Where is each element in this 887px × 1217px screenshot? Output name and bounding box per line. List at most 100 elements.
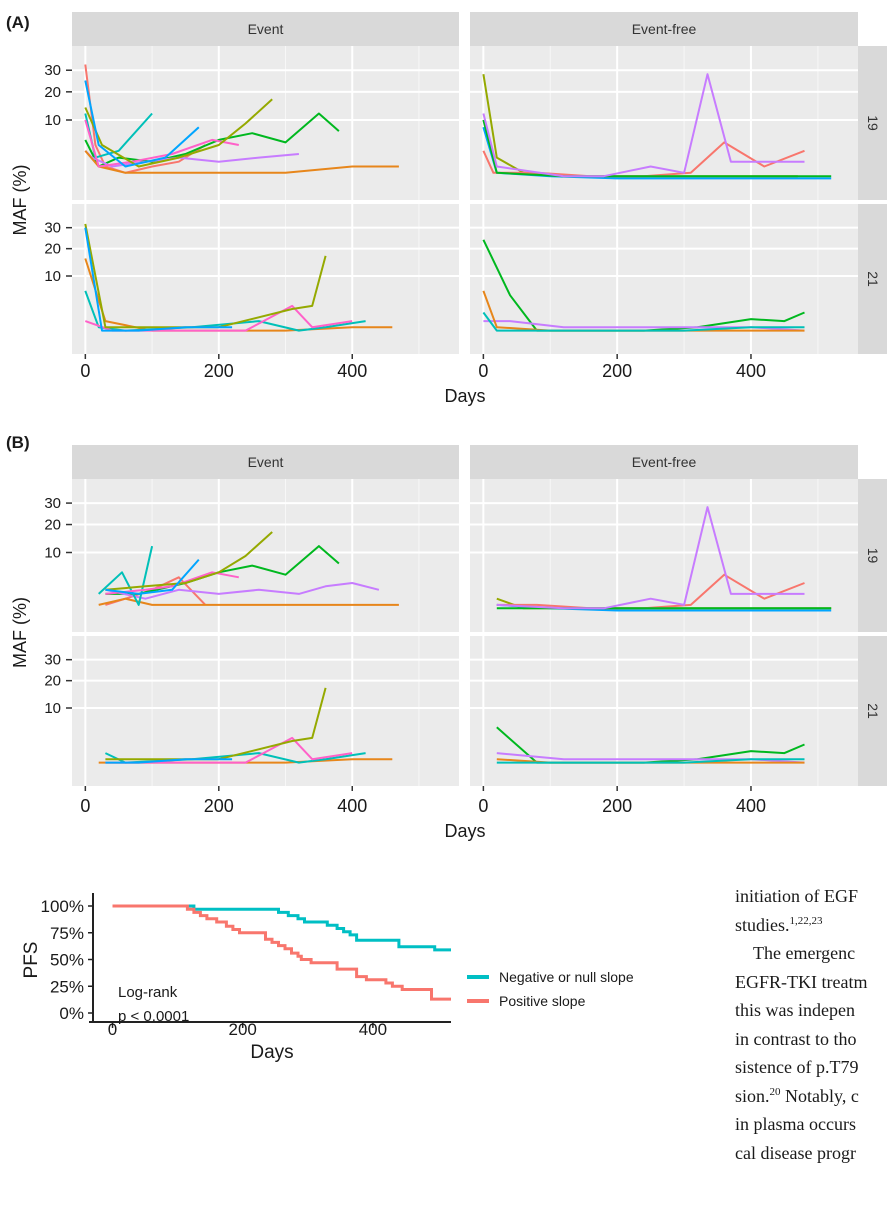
body-line: in contrast to tho (735, 1028, 857, 1049)
citation-refs: 1,22,23 (789, 914, 823, 927)
x-tick-label: 0 (80, 361, 90, 381)
y-tick-label: 20 (44, 673, 61, 690)
panel-label: (B) (6, 433, 30, 452)
body-line-text: studies. (735, 914, 790, 935)
x-tick-label: 200 (204, 796, 234, 816)
x-tick-label: 400 (337, 361, 367, 381)
series-line (98, 597, 399, 606)
x-tick-label: 0 (478, 361, 488, 381)
x-tick-label: 400 (337, 796, 367, 816)
panel-background (72, 46, 459, 200)
km-curve (112, 904, 451, 952)
panel-background (72, 204, 459, 354)
x-tick-label: 400 (359, 1020, 387, 1039)
series-line (105, 571, 239, 595)
y-tick-label: 30 (44, 495, 61, 512)
panel-background (72, 636, 459, 786)
facet-row-label: 21 (865, 703, 881, 719)
series-line (496, 506, 805, 610)
km-plot: 0% 25% 50% 75% 100% 0 200 400 Days PFS Log-rank p <… (21, 893, 634, 1063)
facet-strip (72, 445, 459, 479)
y-tick-label: 0% (59, 1004, 84, 1023)
series-line (105, 531, 273, 591)
citation-refs: 20 (769, 1085, 781, 1098)
facet-strip-label: Event (248, 21, 284, 37)
x-tick-label: 0 (478, 796, 488, 816)
facet-strip-label: Event-free (632, 454, 697, 470)
y-tick-label: 30 (44, 220, 61, 237)
panel-background (72, 479, 459, 632)
facet-strip (470, 12, 858, 46)
facet-plot-b: (B) Event Event-free 19 21 10 20 30 0 200 400 0 200 4… (6, 433, 887, 841)
y-axis-label: MAF (%) (10, 165, 30, 236)
body-line: studies.1,22,23 (735, 911, 887, 940)
y-tick-label: 10 (44, 268, 61, 285)
facet-strip (470, 445, 858, 479)
facet-strip (72, 12, 459, 46)
series-line (482, 73, 805, 178)
legend-label: Positive slope (499, 993, 586, 1009)
body-line-text: Notably, c (780, 1085, 859, 1106)
x-tick-label: 0 (108, 1020, 117, 1039)
series-line (84, 150, 399, 174)
legend-label: Negative or null slope (499, 969, 634, 985)
facet-plot-a: (A) Event Event-free 19 21 10 20 30 0 200 400 0 200 4… (6, 12, 887, 406)
x-tick-label: 0 (80, 796, 90, 816)
series-line (84, 227, 233, 332)
x-tick-label: 200 (229, 1020, 257, 1039)
facet-row-strip (858, 204, 887, 354)
series-line (105, 582, 380, 600)
body-line-text: sion. (735, 1085, 770, 1106)
series-line (84, 112, 340, 168)
body-line: this was indepen (735, 1000, 855, 1020)
x-tick-label: 400 (736, 796, 766, 816)
series-line (496, 758, 805, 764)
body-line: cal disease progr (735, 1142, 856, 1163)
y-tick-label: 50% (50, 951, 84, 970)
body-line: initiation of EGF (735, 886, 858, 906)
facet-row-label: 19 (865, 115, 881, 131)
body-line: The emergenc (753, 943, 856, 963)
y-axis-label: PFS (21, 942, 42, 979)
annotation-text: Log-rank (118, 984, 178, 1001)
facet-row-strip (858, 636, 887, 786)
series-line (105, 758, 233, 764)
series-line (84, 98, 273, 168)
series-line (105, 558, 200, 595)
y-tick-label: 20 (44, 517, 61, 534)
body-line: in plasma occurs (735, 1114, 856, 1134)
x-tick-label: 200 (602, 361, 632, 381)
body-line: sistence of p.T79 (735, 1057, 859, 1077)
facet-row-label: 19 (865, 548, 881, 564)
y-tick-label: 20 (44, 241, 61, 258)
facet-row-strip (858, 46, 887, 200)
y-tick-label: 25% (50, 977, 84, 996)
series-line (105, 736, 353, 764)
x-tick-label: 200 (204, 361, 234, 381)
y-tick-label: 30 (44, 652, 61, 669)
y-tick-label: 100% (41, 897, 84, 916)
series-line (482, 119, 832, 178)
facet-row-label: 21 (865, 271, 881, 287)
y-tick-label: 10 (44, 700, 61, 717)
x-axis-label: Days (444, 386, 485, 406)
body-line: EGFR-TKI treatm (735, 971, 868, 992)
km-curve (112, 904, 451, 1001)
y-tick-label: 10 (44, 112, 61, 129)
panel-label: (A) (6, 13, 30, 32)
y-tick-label: 20 (44, 84, 61, 101)
body-line: sion.20 Notably, c (735, 1082, 887, 1111)
series-line (105, 687, 327, 761)
y-axis-label: MAF (%) (10, 597, 30, 668)
x-axis-label: Days (250, 1042, 293, 1063)
series-line (482, 311, 805, 332)
x-tick-label: 400 (736, 361, 766, 381)
facet-strip-label: Event-free (632, 21, 697, 37)
facet-strip-label: Event (248, 454, 284, 470)
body-text: initiation of EGF studies.1,22,23 The em… (735, 882, 887, 1167)
y-tick-label: 75% (50, 924, 84, 943)
x-tick-label: 200 (602, 796, 632, 816)
facet-row-strip (858, 479, 887, 632)
series-line (84, 150, 299, 168)
